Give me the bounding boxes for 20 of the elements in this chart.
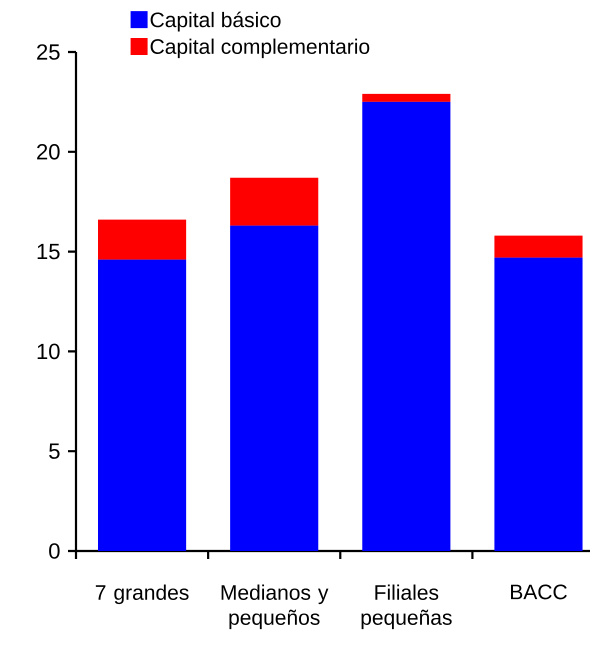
- legend-label: Capital complementario: [150, 38, 370, 58]
- x-tick-label: Medianos y pequeños: [222, 584, 328, 630]
- bar: [494, 258, 583, 551]
- bar: [494, 236, 583, 258]
- y-tick-label: 10: [38, 344, 60, 360]
- bar: [362, 102, 450, 551]
- bar: [230, 178, 318, 226]
- y-tick-label: 0: [49, 543, 60, 559]
- y-tick-label: 5: [49, 444, 60, 459]
- bar: [362, 94, 450, 102]
- y-tick-label: 20: [37, 144, 60, 160]
- legend-label: Capital básico: [150, 12, 281, 32]
- y-tick-label: 15: [38, 244, 60, 260]
- x-tick-label: 7 grandes: [96, 584, 189, 604]
- bar: [230, 226, 318, 551]
- bar: [98, 260, 186, 551]
- x-tick-label: BACC: [511, 584, 567, 600]
- y-tick-label: 25: [37, 44, 60, 60]
- x-tick-label: Filiales pequeñas: [362, 584, 452, 630]
- bar: [98, 220, 186, 260]
